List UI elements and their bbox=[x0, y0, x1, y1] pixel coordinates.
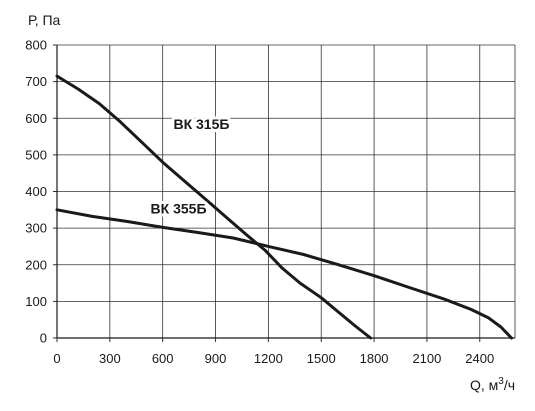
y-tick-label: 200 bbox=[25, 257, 47, 272]
x-tick-label: 2400 bbox=[465, 351, 494, 366]
y-tick-label: 400 bbox=[25, 184, 47, 199]
x-tick-label: 2100 bbox=[412, 351, 441, 366]
x-tick-label: 0 bbox=[53, 351, 60, 366]
series-label-1: ВК 315Б bbox=[173, 116, 229, 132]
y-axis-title: Р, Па bbox=[28, 12, 61, 28]
y-tick-label: 800 bbox=[25, 38, 47, 53]
series-label-2: ВК 355Б bbox=[151, 200, 207, 216]
series-line-1 bbox=[55, 74, 373, 340]
y-tick-label: 0 bbox=[40, 331, 47, 346]
x-axis-title-main: Q, м bbox=[470, 377, 498, 393]
y-tick-labels: 0 100 200 300 400 500 600 700 800 bbox=[25, 38, 47, 346]
y-tick-label: 300 bbox=[25, 221, 47, 236]
series-line-2 bbox=[55, 208, 513, 340]
x-tick-label: 900 bbox=[205, 351, 227, 366]
y-tick-label: 600 bbox=[25, 111, 47, 126]
x-tick-label: 600 bbox=[152, 351, 174, 366]
series-lines bbox=[55, 74, 513, 340]
chart-axes bbox=[53, 44, 515, 342]
y-tick-label: 500 bbox=[25, 147, 47, 162]
y-tick-label: 700 bbox=[25, 74, 47, 89]
x-tick-label: 300 bbox=[99, 351, 121, 366]
y-tick-label: 100 bbox=[25, 294, 47, 309]
series-labels: ВК 315Б ВК 355Б bbox=[148, 113, 233, 219]
x-axis-title: Q, м3/ч bbox=[470, 376, 515, 393]
x-tick-labels: 0 300 600 900 1200 1500 1800 2100 2400 bbox=[53, 351, 494, 366]
x-axis-title-superscript: 3 bbox=[498, 376, 504, 387]
x-tick-label: 1500 bbox=[307, 351, 336, 366]
x-tick-label: 1800 bbox=[360, 351, 389, 366]
x-tick-label: 1200 bbox=[254, 351, 283, 366]
chart-grid bbox=[56, 44, 516, 339]
x-axis-title-tail: /ч bbox=[504, 377, 515, 393]
